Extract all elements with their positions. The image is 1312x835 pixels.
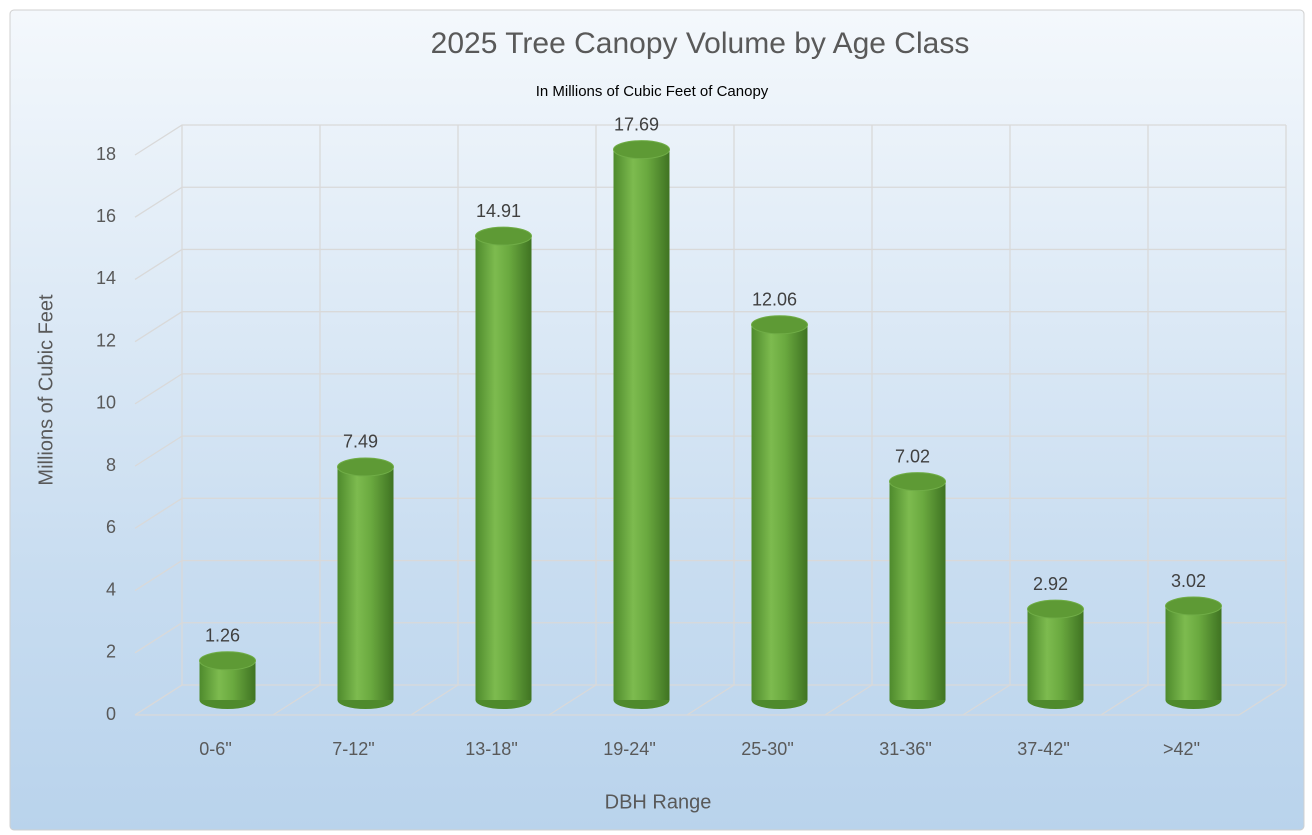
- data-label: 7.49: [343, 432, 378, 452]
- bar-top: [1165, 596, 1222, 616]
- grid-line: [134, 186, 1286, 218]
- y-tick-label: 8: [106, 455, 116, 475]
- chart-title: 2025 Tree Canopy Volume by Age Class: [431, 27, 970, 60]
- bar: [751, 324, 808, 700]
- y-tick-label: 6: [106, 517, 116, 537]
- bar-top: [1027, 599, 1084, 619]
- data-label: 7.02: [895, 446, 930, 466]
- y-tick-label: 4: [106, 579, 116, 599]
- floor-line: [1100, 684, 1149, 716]
- cylinder: [751, 315, 808, 709]
- y-tick-label: 0: [106, 704, 116, 724]
- x-tick-label: >42": [1163, 739, 1200, 759]
- x-tick-label: 31-36": [879, 739, 931, 759]
- floor-line: [1238, 684, 1287, 716]
- floor-line: [548, 684, 597, 716]
- data-label: 14.91: [476, 201, 521, 221]
- cylinder: [889, 472, 946, 709]
- bar-top: [751, 315, 808, 335]
- bar-top: [889, 472, 946, 492]
- floor-line: [824, 684, 873, 716]
- data-label: 1.26: [205, 626, 240, 646]
- bar: [889, 481, 946, 700]
- x-tick-label: 19-24": [603, 739, 655, 759]
- floor-line: [962, 684, 1011, 716]
- bar: [337, 466, 394, 700]
- bar: [1165, 606, 1222, 700]
- y-tick-label: 2: [106, 642, 116, 662]
- bar-top: [613, 140, 670, 160]
- bar-top: [199, 651, 256, 671]
- y-tick-label: 10: [96, 393, 116, 413]
- data-label: 17.69: [614, 114, 659, 134]
- data-label: 2.92: [1033, 574, 1068, 594]
- grid-line: [134, 248, 1286, 280]
- data-label: 3.02: [1171, 571, 1206, 591]
- x-tick-label: 7-12": [332, 739, 374, 759]
- y-tick-label: 14: [96, 268, 116, 288]
- y-tick-label: 16: [96, 206, 116, 226]
- bar: [613, 149, 670, 701]
- x-tick-label: 37-42": [1017, 739, 1069, 759]
- cylinder: [199, 651, 256, 709]
- grid-line: [134, 311, 1286, 343]
- grid-line: [134, 373, 1286, 405]
- y-axis-label: Millions of Cubic Feet: [35, 294, 57, 486]
- grid-line: [134, 124, 1286, 156]
- x-tick-label: 13-18": [465, 739, 517, 759]
- data-label: 12.06: [752, 290, 797, 310]
- x-axis-label: DBH Range: [605, 791, 712, 813]
- cylinder: [1027, 599, 1084, 709]
- floor-line: [272, 684, 321, 716]
- x-tick-label: 0-6": [199, 739, 231, 759]
- y-tick-label: 18: [96, 144, 116, 164]
- grid-line: [134, 435, 1286, 467]
- bar: [475, 236, 532, 700]
- cylinder: [613, 140, 670, 709]
- bar-top: [337, 457, 394, 477]
- x-tick-label: 25-30": [741, 739, 793, 759]
- floor-line: [686, 684, 735, 716]
- chart-subtitle: In Millions of Cubic Feet of Canopy: [536, 83, 769, 100]
- bar-top: [475, 226, 532, 246]
- cylinder: [337, 457, 394, 709]
- y-tick-label: 12: [96, 330, 116, 350]
- bar: [1027, 609, 1084, 700]
- floor-line: [410, 684, 459, 716]
- cylinder: [1165, 596, 1222, 709]
- cylinder: [475, 226, 532, 709]
